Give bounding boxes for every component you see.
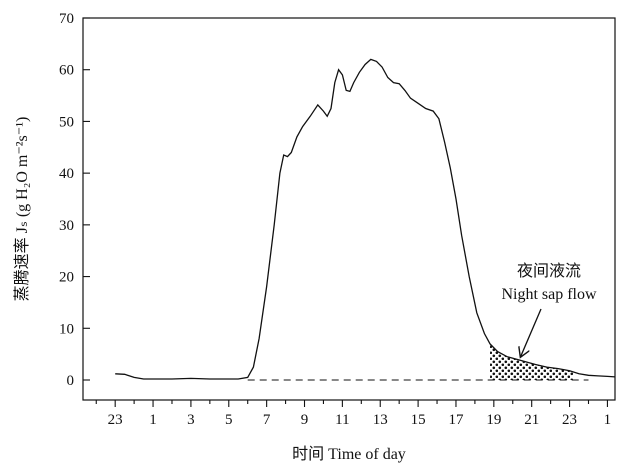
annotation-arrow [520,308,542,357]
y-tick-label: 40 [59,166,74,182]
y-axis: 0 10 20 30 40 50 60 70 [59,11,90,389]
x-tick-label: 1 [604,412,612,428]
annotation-line-1: 夜间液流 [517,262,581,280]
y-tick-label: 20 [59,270,74,286]
x-axis-title: 时间 Time of day [292,445,406,463]
y-tick-label: 50 [59,114,74,130]
y-tick-label: 0 [67,373,75,389]
x-tick-label: 5 [225,412,233,428]
x-tick-label: 1 [149,412,157,428]
x-tick-label: 17 [448,412,464,428]
sap-flow-line [115,58,616,380]
x-tick-label: 15 [411,412,426,428]
x-tick-label: 21 [524,412,539,428]
x-tick-label: 11 [335,412,349,428]
night-sap-flow-region [490,343,574,380]
x-tick-label: 19 [486,412,501,428]
y-tick-label: 10 [59,321,74,337]
annotation-line-2: Night sap flow [501,286,597,303]
x-tick-label: 7 [263,412,271,428]
y-tick-label: 60 [59,63,74,79]
x-axis: 23 1 3 5 7 9 11 13 15 17 19 21 23 1 [95,400,612,428]
x-tick-label: 13 [373,412,388,428]
x-tick-label: 9 [301,412,309,428]
x-tick-label: 23 [562,412,577,428]
x-tick-label: 3 [187,412,195,428]
y-tick-label: 30 [59,218,74,234]
y-axis-title: 蒸腾速率 Jₛ (g H₂O m⁻²s⁻¹) [13,117,31,302]
x-tick-label: 23 [108,412,123,428]
y-tick-label: 70 [59,11,74,27]
plot-frame [82,17,616,401]
